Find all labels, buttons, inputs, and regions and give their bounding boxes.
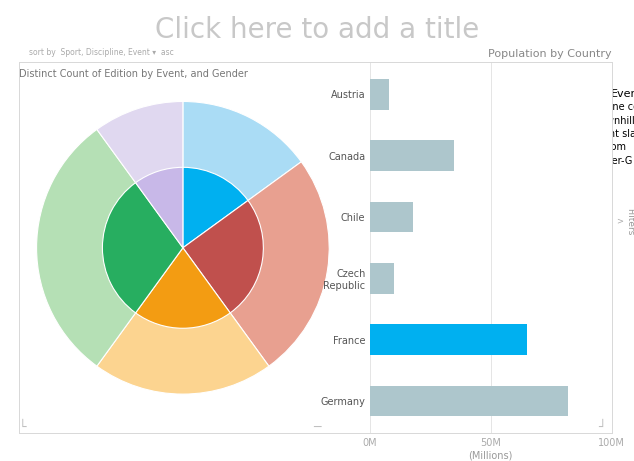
Wedge shape <box>183 162 329 366</box>
Text: ┘: ┘ <box>598 421 605 434</box>
Text: Filters: Filters <box>625 207 634 235</box>
Wedge shape <box>183 101 301 248</box>
Bar <box>370 263 394 294</box>
Text: Distinct Count of Edition by Event, and Gender: Distinct Count of Edition by Event, and … <box>19 69 248 79</box>
Legend: Alpine combined, downhill, giant slalom, slalom, super-G: Alpine combined, downhill, giant slalom,… <box>577 89 634 166</box>
Wedge shape <box>183 167 248 248</box>
Wedge shape <box>183 201 263 313</box>
Wedge shape <box>136 248 230 328</box>
Wedge shape <box>136 167 183 248</box>
Text: ─: ─ <box>313 421 321 434</box>
Text: └: └ <box>19 421 27 434</box>
Wedge shape <box>97 248 269 394</box>
Bar <box>370 141 455 171</box>
X-axis label: (Millions): (Millions) <box>469 451 513 461</box>
Bar <box>370 79 389 110</box>
Wedge shape <box>97 101 183 248</box>
Text: sort by  Sport, Discipline, Event ▾  asc: sort by Sport, Discipline, Event ▾ asc <box>29 48 173 58</box>
Text: Population by Country: Population by Country <box>488 49 612 59</box>
Text: Click here to add a title: Click here to add a title <box>155 16 479 44</box>
Wedge shape <box>37 130 183 366</box>
Bar <box>370 325 527 355</box>
Wedge shape <box>103 183 183 313</box>
Text: >: > <box>616 217 624 226</box>
Bar <box>370 386 568 416</box>
Bar <box>370 202 413 232</box>
